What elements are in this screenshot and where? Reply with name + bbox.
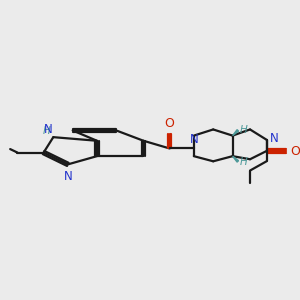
Text: H: H [239, 125, 247, 135]
Text: N: N [44, 123, 53, 136]
Polygon shape [232, 130, 238, 136]
Text: H: H [43, 126, 50, 136]
Text: N: N [64, 169, 72, 183]
Text: O: O [164, 117, 174, 130]
Text: O: O [290, 145, 300, 158]
Polygon shape [232, 156, 238, 162]
Text: N: N [269, 132, 278, 145]
Text: H: H [239, 157, 247, 167]
Text: methyl: methyl [15, 151, 20, 153]
Text: N: N [190, 133, 199, 146]
